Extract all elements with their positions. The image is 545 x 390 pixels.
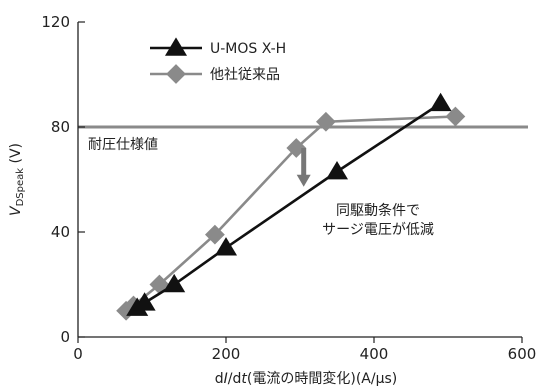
y-tick-label: 40 — [51, 223, 70, 241]
axes — [77, 22, 522, 338]
data-point — [163, 273, 186, 293]
legend-diamond-icon — [166, 64, 186, 84]
reference-line-label: 耐圧仕様値 — [88, 137, 158, 153]
data-point — [116, 300, 136, 321]
x-tick-label: 200 — [212, 345, 241, 363]
series-u-mos — [126, 92, 452, 316]
ticks: 0 200 400 600 0 40 80 120 — [41, 13, 536, 363]
annotation-text: サージ電圧が低減 — [322, 221, 434, 238]
annotation-text: 同駆動条件で — [336, 202, 420, 219]
y-tick-label: 80 — [51, 118, 70, 136]
legend-entry: U-MOS X-H — [150, 37, 286, 57]
data-point — [205, 224, 225, 245]
data-point — [214, 237, 238, 256]
x-tick-label: 600 — [508, 345, 537, 363]
y-axis-title: VDSpeak (V) — [8, 143, 26, 216]
x-tick-label: 0 — [73, 345, 83, 363]
data-point — [149, 274, 170, 295]
x-axis-title: dI/dt(電流の時間変化)(A/μs) — [215, 370, 397, 387]
data-point — [133, 292, 156, 311]
data-point — [325, 161, 349, 180]
legend-label: 他社従来品 — [210, 67, 280, 83]
legend-entry: 他社従来品 — [150, 64, 280, 84]
arrow-down-icon — [296, 174, 311, 187]
series-group — [116, 92, 466, 321]
data-point — [429, 92, 452, 112]
data-point — [316, 111, 336, 132]
legend: U-MOS X-H 他社従来品 — [150, 37, 286, 84]
legend-label: U-MOS X-H — [210, 41, 286, 57]
data-point — [445, 106, 466, 127]
x-tick-label: 400 — [360, 345, 389, 363]
y-tick-label: 0 — [60, 328, 70, 346]
legend-triangle-icon — [164, 37, 188, 56]
y-tick-label: 120 — [41, 13, 70, 31]
